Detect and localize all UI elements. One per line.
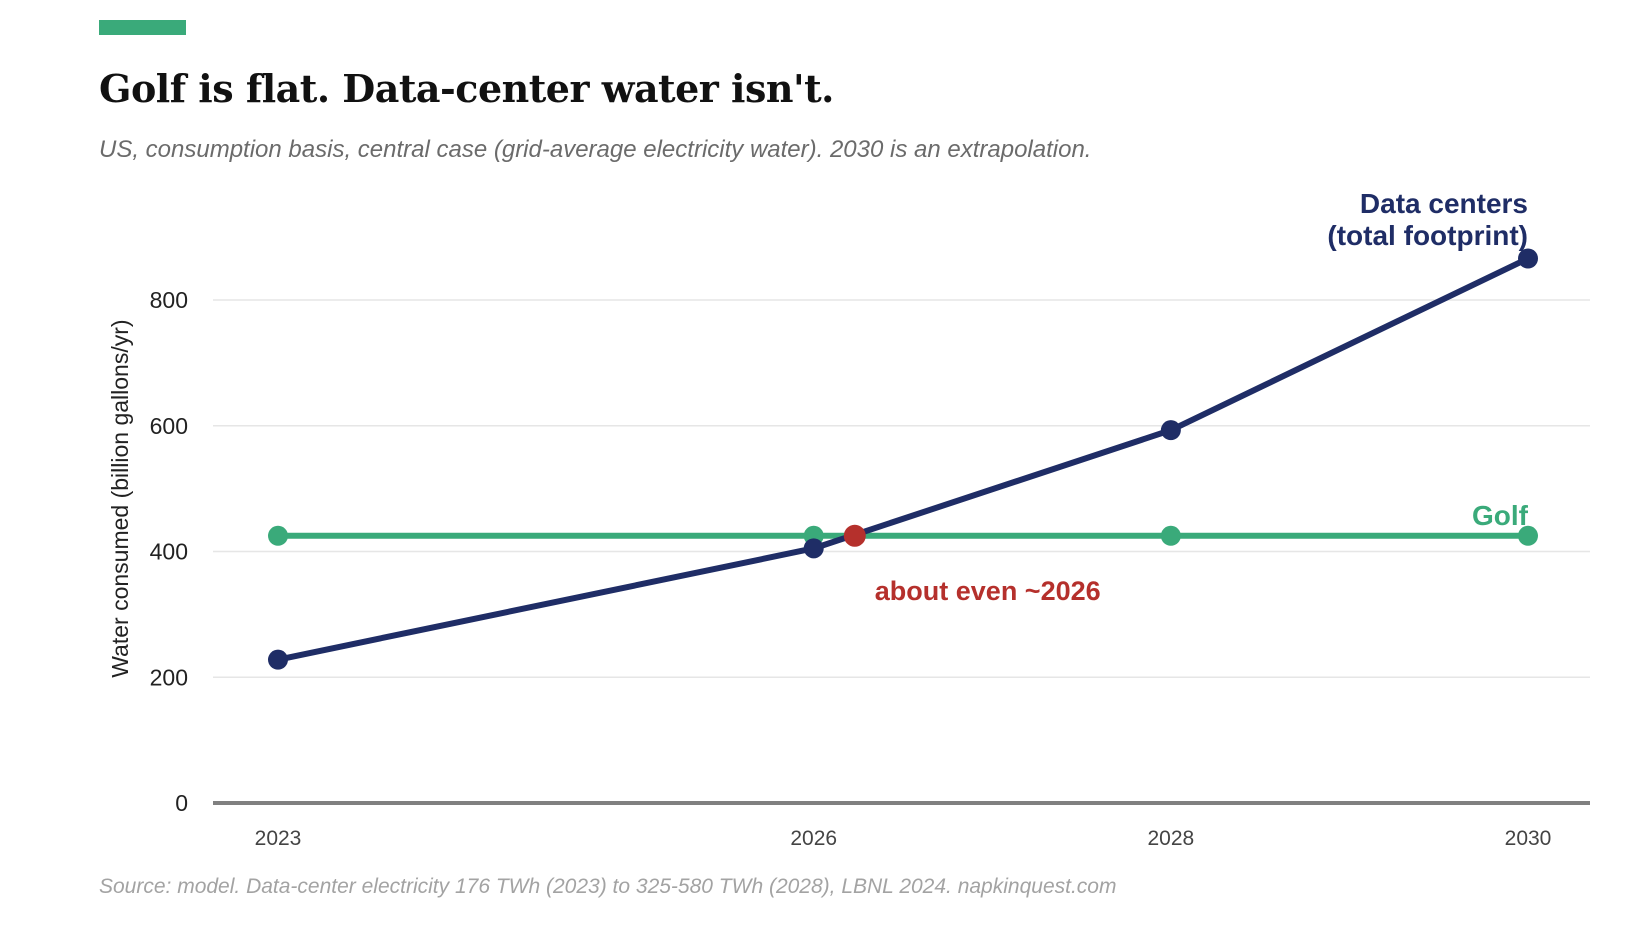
series-lines [268,248,1538,670]
x-tick-label-2028: 2028 [1147,827,1194,850]
data_centers-point-2030 [1518,248,1538,269]
y-tick-label-400: 400 [150,539,188,565]
data_centers-point-2026 [803,538,824,559]
x-tick-label-2030: 2030 [1505,827,1552,850]
y-tick-label-800: 800 [150,287,188,313]
data-centers-series-label: Data centers (total footprint) [1327,188,1528,251]
chart-labels: about even ~2026 Data centers (total footp… [875,188,1529,606]
y-tick-label-200: 200 [150,664,188,690]
chart-title: Golf is flat. Data-center water isn't. [99,66,834,111]
source-note: Source: model. Data-center electricity 1… [99,875,1117,898]
x-tick-label-2026: 2026 [790,827,837,850]
crossover-annotation: about even ~2026 [875,576,1101,606]
data_centers-point-2023 [268,649,288,670]
y-axis-title: Water consumed (billion gallons/yr) [107,319,133,677]
y-tick-label-600: 600 [150,413,188,439]
data_centers-line [275,255,1531,663]
y-tick-label-0: 0 [175,790,188,816]
golf-point-2030 [1518,525,1538,546]
data-centers-label-line-2: (total footprint) [1327,220,1528,251]
grid-lines [213,299,1590,678]
data_centers-point-2028 [1160,420,1181,441]
data-centers-label-line-1: Data centers [1360,188,1528,219]
golf-point-2028 [1160,525,1181,546]
golf-series-label: Golf [1472,500,1529,531]
golf-point-2023 [268,525,288,546]
chart-subtitle: US, consumption basis, central case (gri… [99,136,1092,163]
x-tick-label-2023: 2023 [255,827,302,850]
axes: 0 200 400 600 800 2023 2026 2028 2030 Water consu… [107,287,1590,850]
accent-bar [99,20,186,35]
crossover-point [843,524,866,547]
